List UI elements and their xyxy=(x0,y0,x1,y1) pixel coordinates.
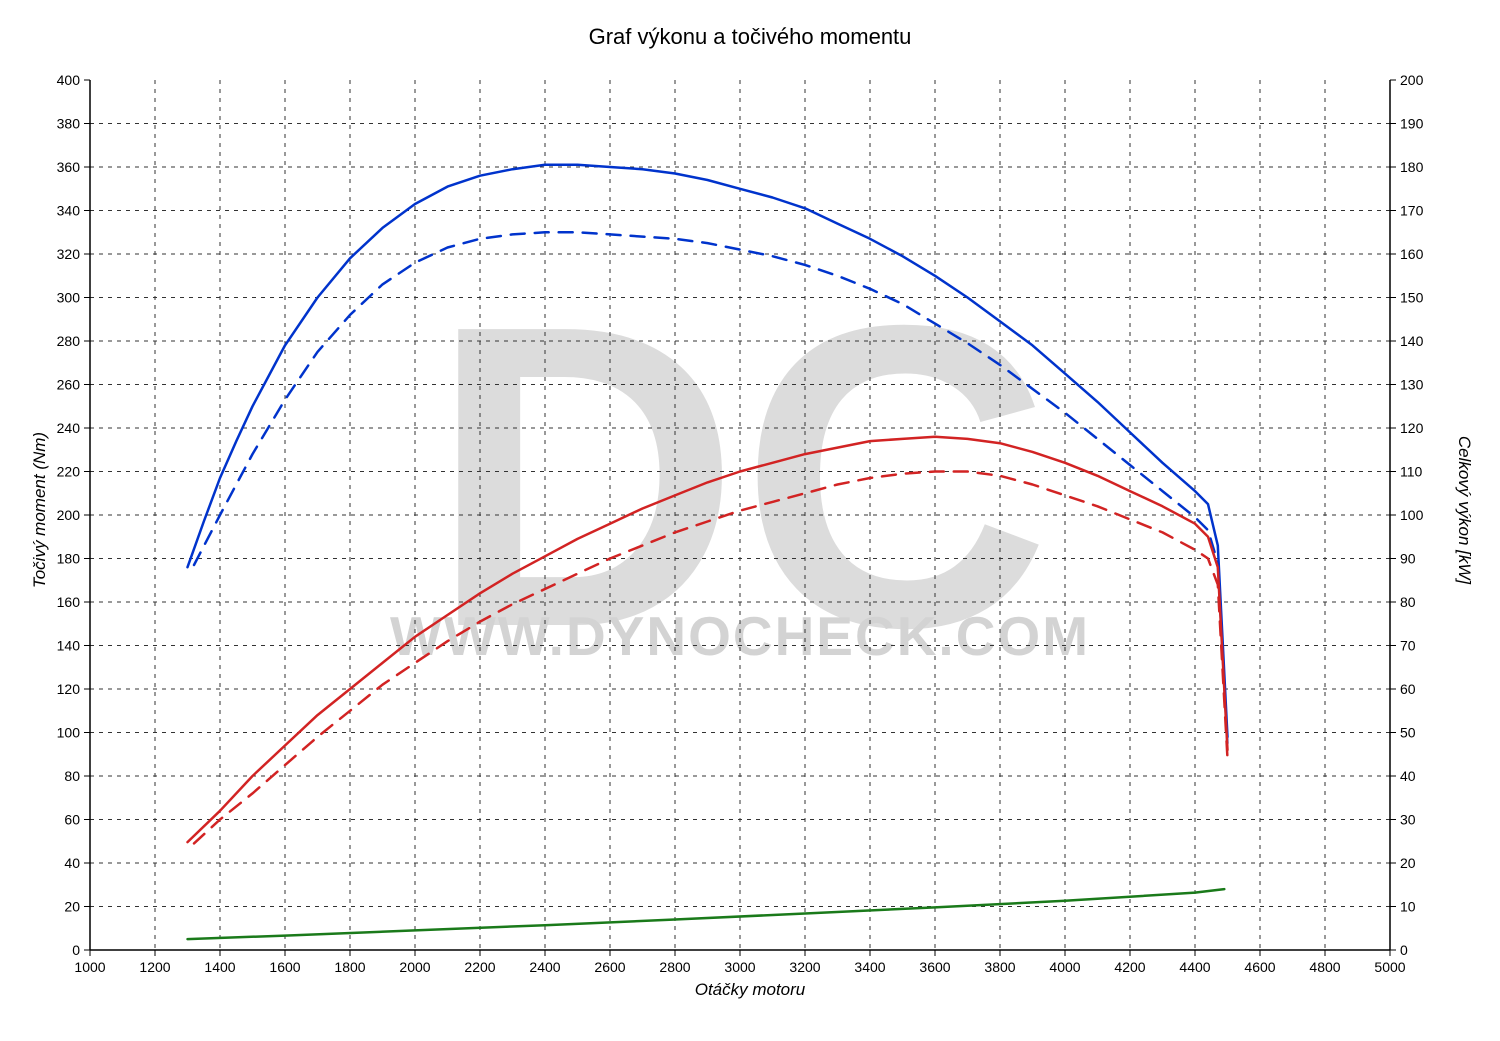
y-right-axis-label: Celkový výkon [kW] xyxy=(1454,410,1474,610)
x-tick-label: 4400 xyxy=(1179,959,1210,975)
x-tick-label: 2600 xyxy=(594,959,625,975)
y-right-tick-label: 150 xyxy=(1400,290,1424,306)
x-tick-label: 2800 xyxy=(659,959,690,975)
x-tick-label: 4000 xyxy=(1049,959,1080,975)
x-tick-label: 3800 xyxy=(984,959,1015,975)
y-left-tick-label: 140 xyxy=(57,638,81,654)
y-left-tick-label: 240 xyxy=(57,420,81,436)
y-right-tick-label: 90 xyxy=(1400,551,1416,567)
y-right-tick-label: 40 xyxy=(1400,768,1416,784)
dyno-chart: DCWWW.DYNOCHECK.COM100012001400160018002… xyxy=(0,0,1500,1041)
y-right-tick-label: 190 xyxy=(1400,116,1424,132)
x-tick-label: 5000 xyxy=(1374,959,1405,975)
y-left-tick-label: 360 xyxy=(57,159,81,175)
y-right-tick-label: 130 xyxy=(1400,377,1424,393)
y-right-tick-label: 70 xyxy=(1400,638,1416,654)
x-tick-label: 3200 xyxy=(789,959,820,975)
y-left-tick-label: 0 xyxy=(72,942,80,958)
y-left-tick-label: 40 xyxy=(64,855,80,871)
y-right-tick-label: 0 xyxy=(1400,942,1408,958)
y-right-tick-label: 140 xyxy=(1400,333,1424,349)
y-right-tick-label: 20 xyxy=(1400,855,1416,871)
y-right-tick-label: 10 xyxy=(1400,899,1416,915)
y-left-tick-label: 60 xyxy=(64,812,80,828)
y-left-tick-label: 280 xyxy=(57,333,81,349)
y-right-tick-label: 80 xyxy=(1400,594,1416,610)
y-left-tick-label: 160 xyxy=(57,594,81,610)
x-tick-label: 1200 xyxy=(139,959,170,975)
y-left-tick-label: 220 xyxy=(57,464,81,480)
y-left-tick-label: 200 xyxy=(57,507,81,523)
y-left-tick-label: 180 xyxy=(57,551,81,567)
x-tick-label: 4600 xyxy=(1244,959,1275,975)
x-tick-label: 2400 xyxy=(529,959,560,975)
y-right-tick-label: 50 xyxy=(1400,725,1416,741)
series-loss_line xyxy=(188,889,1225,939)
gridlines: 1000120014001600180020002200240026002800… xyxy=(57,72,1424,975)
y-left-tick-label: 340 xyxy=(57,203,81,219)
y-left-tick-label: 100 xyxy=(57,725,81,741)
x-tick-label: 2200 xyxy=(464,959,495,975)
x-axis-label: Otáčky motoru xyxy=(0,980,1500,1000)
y-right-tick-label: 60 xyxy=(1400,681,1416,697)
y-right-tick-label: 170 xyxy=(1400,203,1424,219)
y-right-tick-label: 30 xyxy=(1400,812,1416,828)
y-left-tick-label: 80 xyxy=(64,768,80,784)
y-left-tick-label: 260 xyxy=(57,377,81,393)
x-tick-label: 3400 xyxy=(854,959,885,975)
x-tick-label: 1400 xyxy=(204,959,235,975)
y-left-tick-label: 380 xyxy=(57,116,81,132)
y-left-tick-label: 400 xyxy=(57,72,81,88)
y-left-tick-label: 20 xyxy=(64,899,80,915)
x-tick-label: 3000 xyxy=(724,959,755,975)
x-tick-label: 4800 xyxy=(1309,959,1340,975)
x-tick-label: 4200 xyxy=(1114,959,1145,975)
y-right-tick-label: 180 xyxy=(1400,159,1424,175)
y-left-tick-label: 120 xyxy=(57,681,81,697)
x-tick-label: 1600 xyxy=(269,959,300,975)
y-right-tick-label: 120 xyxy=(1400,420,1424,436)
chart-title: Graf výkonu a točivého momentu xyxy=(0,24,1500,50)
y-left-axis-label: Točivý moment (Nm) xyxy=(30,410,50,610)
y-right-tick-label: 100 xyxy=(1400,507,1424,523)
x-tick-label: 1800 xyxy=(334,959,365,975)
y-left-tick-label: 300 xyxy=(57,290,81,306)
y-right-tick-label: 200 xyxy=(1400,72,1424,88)
x-tick-label: 1000 xyxy=(74,959,105,975)
x-tick-label: 3600 xyxy=(919,959,950,975)
y-left-tick-label: 320 xyxy=(57,246,81,262)
x-tick-label: 2000 xyxy=(399,959,430,975)
y-right-tick-label: 160 xyxy=(1400,246,1424,262)
y-right-tick-label: 110 xyxy=(1400,464,1423,480)
